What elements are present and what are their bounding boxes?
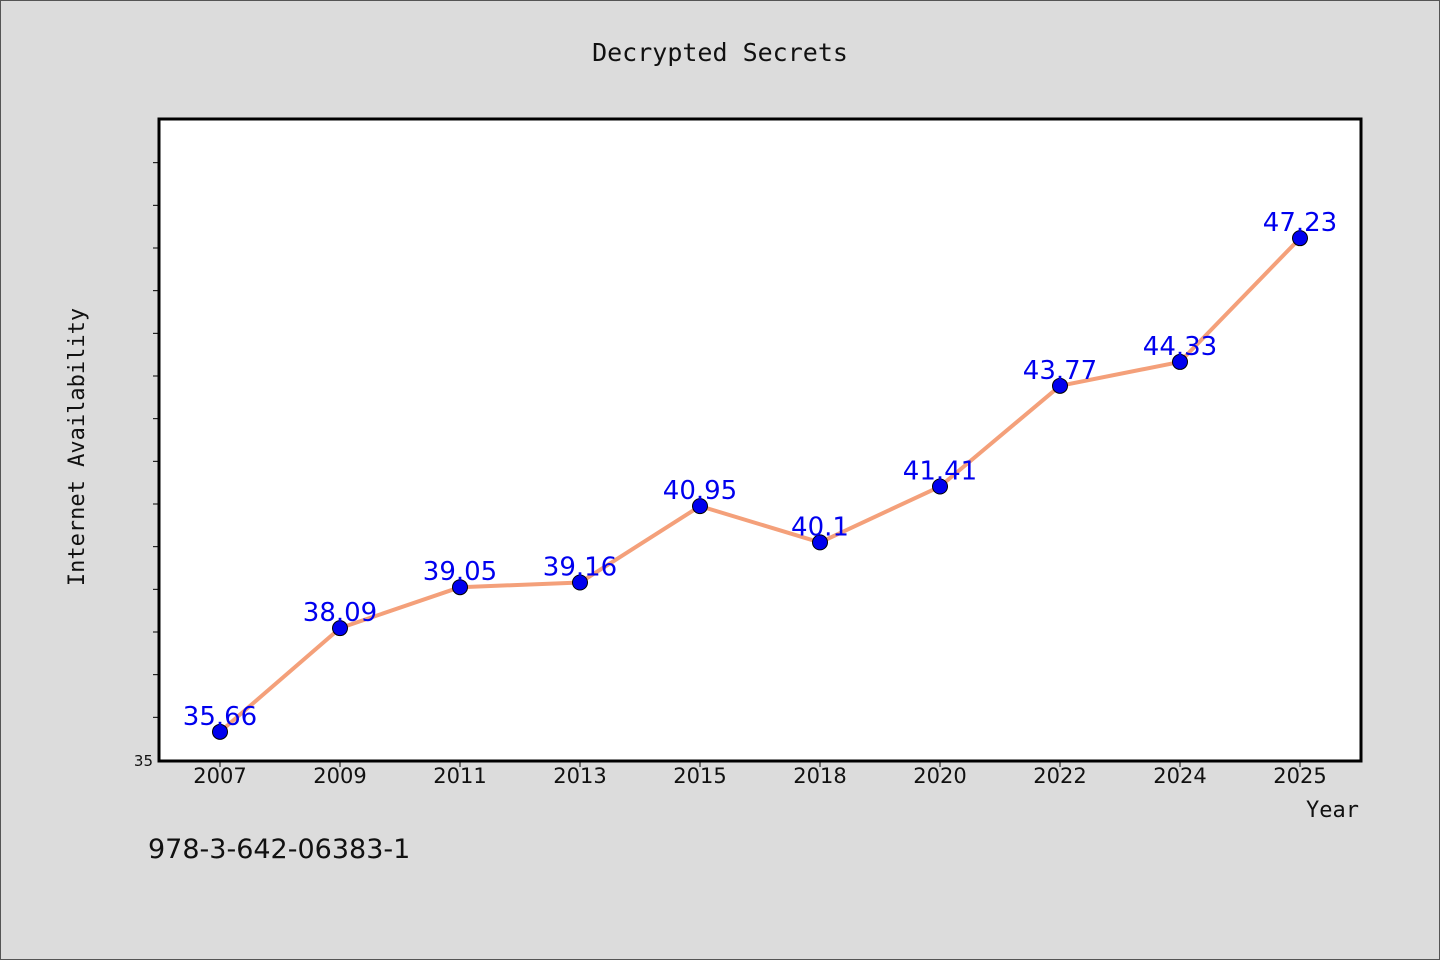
x-tick-label: 2011 — [433, 764, 486, 788]
x-tick-label: 2013 — [553, 764, 606, 788]
isbn-text: 978-3-642-06383-1 — [148, 834, 411, 865]
data-label: 39.16 — [543, 553, 617, 583]
data-point — [452, 579, 468, 596]
data-point — [572, 574, 588, 591]
data-point — [1172, 353, 1188, 370]
x-axis-ticks: 2007 2009 2011 2013 2015 2018 2020 2022 2024 2025 — [193, 761, 1327, 788]
x-axis-label: Year — [1306, 798, 1359, 823]
data-label: 40.95 — [663, 476, 737, 506]
x-tick-label: 2015 — [673, 764, 726, 788]
data-label: 40.1 — [791, 512, 849, 542]
data-label: 38.09 — [303, 598, 377, 628]
data-point — [812, 534, 828, 551]
data-label: 35.66 — [183, 702, 257, 732]
x-tick-label: 2009 — [313, 764, 366, 788]
y-tick-label: 35 — [134, 752, 153, 770]
data-label: 43.77 — [1023, 356, 1097, 386]
series-line — [218, 236, 1302, 734]
data-point — [932, 478, 948, 495]
x-tick-label: 2025 — [1273, 764, 1326, 788]
y-axis-ticks — [153, 162, 159, 718]
data-label: 47.23 — [1263, 208, 1337, 238]
series-markers — [212, 230, 1308, 740]
x-tick-label: 2024 — [1153, 764, 1206, 788]
data-point — [1292, 230, 1308, 247]
data-label: 44.33 — [1143, 332, 1217, 362]
data-point — [332, 620, 348, 637]
data-point — [212, 723, 228, 740]
data-label: 39.05 — [423, 557, 497, 587]
x-tick-label: 2018 — [793, 764, 846, 788]
x-tick-label: 2022 — [1033, 764, 1086, 788]
data-labels: 35.66 38.09 39.05 39.16 40.95 40.1 41.41 43.77 4… — [183, 208, 1337, 732]
chart-title: Decrypted Secrets — [592, 38, 848, 67]
y-axis-label: Internet Availability — [65, 308, 90, 586]
data-point — [1052, 377, 1068, 394]
x-tick-label: 2020 — [913, 764, 966, 788]
plot-area — [157, 117, 1363, 763]
data-label: 41.41 — [903, 457, 977, 487]
data-point — [692, 498, 708, 515]
x-tick-label: 2007 — [193, 764, 246, 788]
